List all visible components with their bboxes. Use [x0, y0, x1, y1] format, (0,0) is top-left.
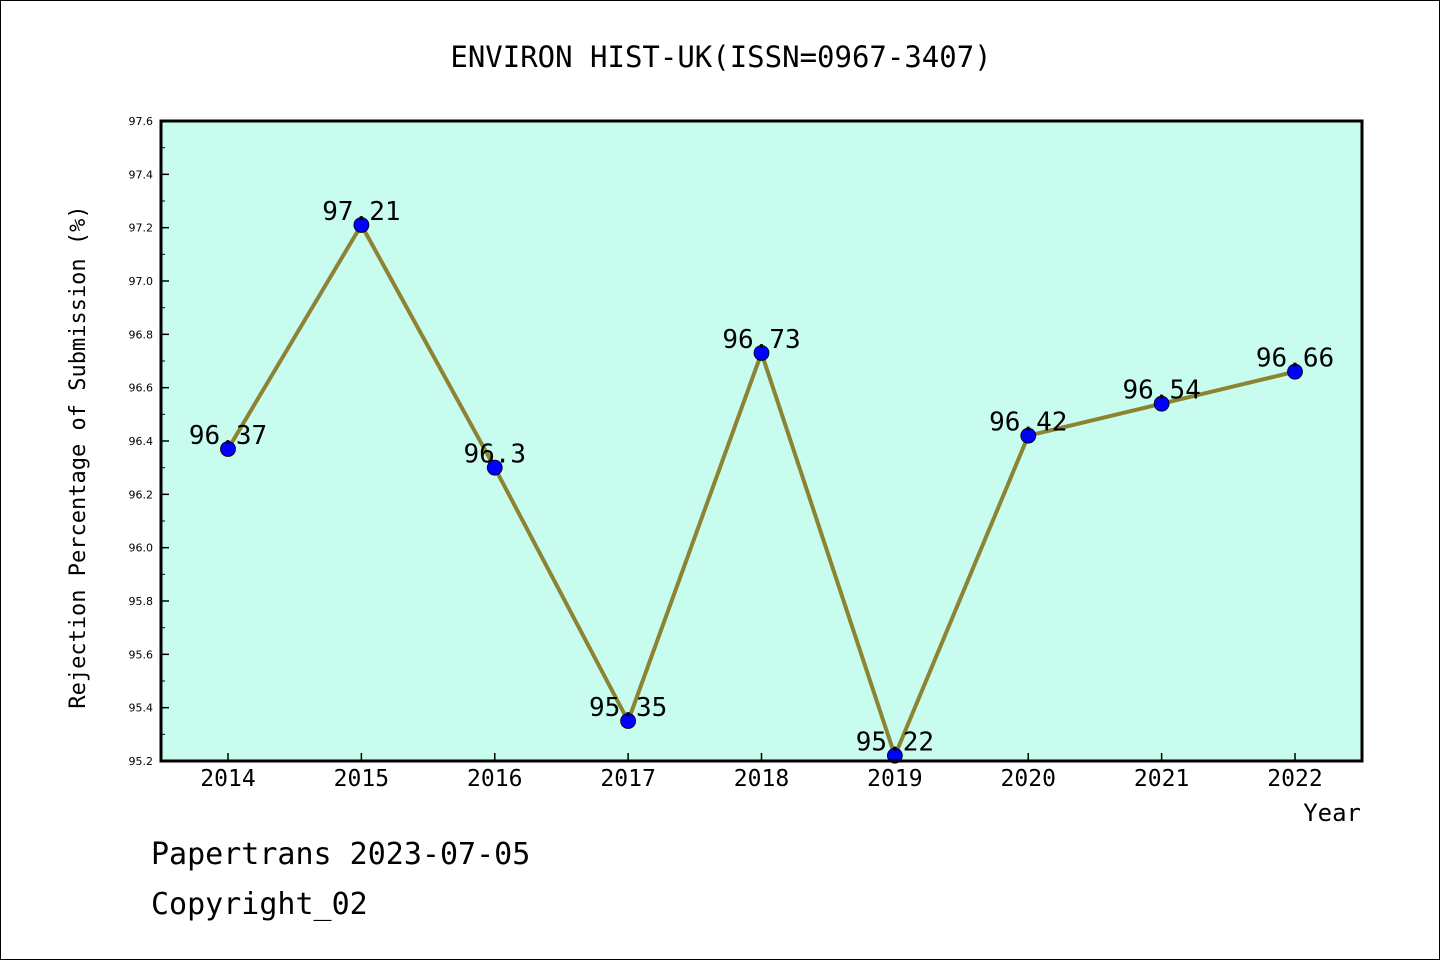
- data-label: 95.35: [589, 693, 667, 723]
- data-point: [1020, 427, 1037, 444]
- data-label: 96.73: [722, 325, 800, 355]
- y-tick-label: 95.6: [129, 648, 154, 661]
- x-tick-label: 2022: [1267, 766, 1322, 792]
- y-tick-label: 97.6: [129, 115, 154, 128]
- data-point: [486, 459, 503, 476]
- data-label: 96.66: [1256, 344, 1334, 374]
- y-tick-label: 95.8: [129, 595, 154, 608]
- y-tick-label: 96.2: [129, 488, 154, 501]
- plot-border: [159, 119, 1364, 763]
- footer-copyright-text: Copyright_02: [151, 887, 368, 922]
- data-label: 96.42: [989, 408, 1067, 438]
- x-tick-label: 2021: [1134, 766, 1189, 792]
- y-tick-label: 96.8: [129, 328, 154, 341]
- y-tick-label: 97.4: [129, 168, 154, 181]
- series-markers: [220, 217, 1303, 764]
- x-tick-label: 2018: [734, 766, 789, 792]
- y-tick-label: 96.4: [129, 435, 154, 448]
- footer-date-text: Papertrans 2023-07-05: [151, 837, 531, 872]
- data-point: [620, 713, 637, 729]
- data-label: 96.3: [463, 440, 526, 470]
- x-tick-label: 2015: [334, 766, 389, 792]
- x-axis: 2014 2015 2016 2017 2018 2019 2020 2021 2022: [200, 753, 1323, 792]
- y-tick-label: 95.4: [129, 702, 154, 715]
- data-label: 97.21: [322, 197, 400, 227]
- y-tick-label: 96.0: [129, 542, 154, 555]
- data-label: 95.22: [856, 728, 934, 758]
- chart-title: ENVIRON HIST-UK(ISSN=0967-3407): [450, 40, 991, 74]
- y-tick-label: 95.2: [129, 755, 154, 768]
- x-tick-label: 2017: [600, 766, 655, 792]
- data-point: [1153, 395, 1170, 412]
- data-label: 96.37: [189, 421, 267, 451]
- data-point: [353, 217, 370, 233]
- y-tick-label: 96.6: [129, 382, 154, 395]
- x-axis-label: Year: [1303, 799, 1361, 827]
- y-axis: 95.2 95.4 95.6 95.8 96.0 96.2 96.4 96.6 96.8 97.0…: [129, 115, 169, 768]
- data-point: [886, 747, 903, 764]
- x-tick-label: 2019: [867, 766, 922, 792]
- data-point: [753, 345, 770, 361]
- y-axis-label: Rejection Percentage of Submission (%): [66, 205, 91, 708]
- data-point: [1287, 363, 1303, 380]
- x-tick-label: 2014: [200, 766, 255, 792]
- x-tick-label: 2020: [1001, 766, 1056, 792]
- y-tick-label: 97.0: [129, 275, 154, 288]
- data-labels: 96.37 97.21 96.3 95.35 96.73 95.22 96.42 96.54 9…: [189, 197, 1334, 758]
- x-tick-label: 2016: [467, 766, 522, 792]
- y-tick-label: 97.2: [129, 222, 154, 235]
- data-label: 96.54: [1122, 376, 1200, 406]
- data-point: [220, 441, 236, 457]
